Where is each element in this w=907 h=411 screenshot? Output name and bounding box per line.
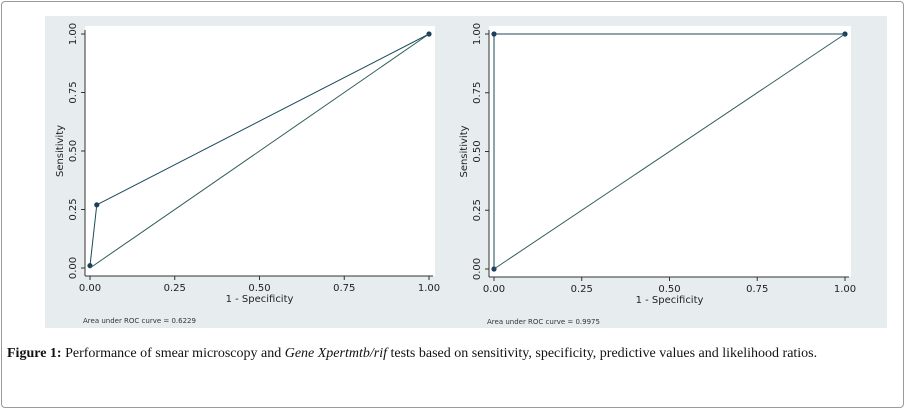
reference-diagonal-line xyxy=(493,33,846,270)
caption-text-before: Performance of smear microscopy and xyxy=(61,346,285,361)
figure-caption: Figure 1: Performance of smear microscop… xyxy=(7,344,899,364)
caption-text-after: tests based on sensitivity, specificity,… xyxy=(386,346,818,361)
x-tick-label: 0.75 xyxy=(746,284,768,295)
y-tick-label: 0.75 xyxy=(68,81,79,103)
y-tick-label: 0.00 xyxy=(472,258,483,280)
reference-diagonal-line xyxy=(89,33,430,269)
y-tick-label: 0.00 xyxy=(68,257,79,279)
caption-label: Figure 1: xyxy=(7,346,62,361)
x-tick-label: 0.00 xyxy=(483,284,505,295)
y-tick-label: 0.25 xyxy=(472,199,483,221)
y-tick-label: 0.25 xyxy=(68,198,79,220)
roc-point-marker xyxy=(94,202,100,208)
roc-chart-smear: 0.00 0.25 0.50 0.75 1.00 0.00 0.25 0.50 0.75 1.00… xyxy=(45,16,482,328)
y-tick-label: 1.00 xyxy=(68,23,79,45)
roc-chart-xpert-svg: 0.00 0.25 0.50 0.75 1.00 0.00 0.25 0.50 0.75 1.00… xyxy=(459,23,856,326)
x-tick-label: 0.50 xyxy=(658,284,680,295)
x-axis-label: 1 - Specificity xyxy=(636,295,704,306)
roc-chart-xpert: 0.00 0.25 0.50 0.75 1.00 0.00 0.25 0.50 0.75 1.00… xyxy=(450,16,887,328)
auc-annotation: Area under ROC curve = 0.6229 xyxy=(83,317,196,325)
y-tick-label: 0.75 xyxy=(472,82,483,104)
y-tick-label: 0.50 xyxy=(472,140,483,162)
roc-chart-smear-svg: 0.00 0.25 0.50 0.75 1.00 0.00 0.25 0.50 0.75 1.00… xyxy=(55,23,440,325)
y-axis-label: Sensitivity xyxy=(459,125,470,177)
x-tick-label: 1.00 xyxy=(834,284,856,295)
y-axis-label: Sensitivity xyxy=(55,125,66,177)
x-tick-label: 1.00 xyxy=(418,283,440,294)
y-tick-label: 0.50 xyxy=(68,140,79,162)
x-tick-label: 0.25 xyxy=(164,283,186,294)
y-tick-label: 1.00 xyxy=(472,23,483,45)
auc-annotation: Area under ROC curve = 0.9975 xyxy=(487,318,600,326)
x-tick-label: 0.75 xyxy=(333,283,355,294)
x-tick-label: 0.00 xyxy=(79,283,101,294)
x-tick-label: 0.25 xyxy=(571,284,593,295)
caption-italic: Gene Xpertmtb/rif xyxy=(284,346,387,361)
roc-point-marker xyxy=(491,31,497,37)
x-tick-label: 0.50 xyxy=(248,283,270,294)
x-axis-label: 1 - Specificity xyxy=(226,294,294,305)
